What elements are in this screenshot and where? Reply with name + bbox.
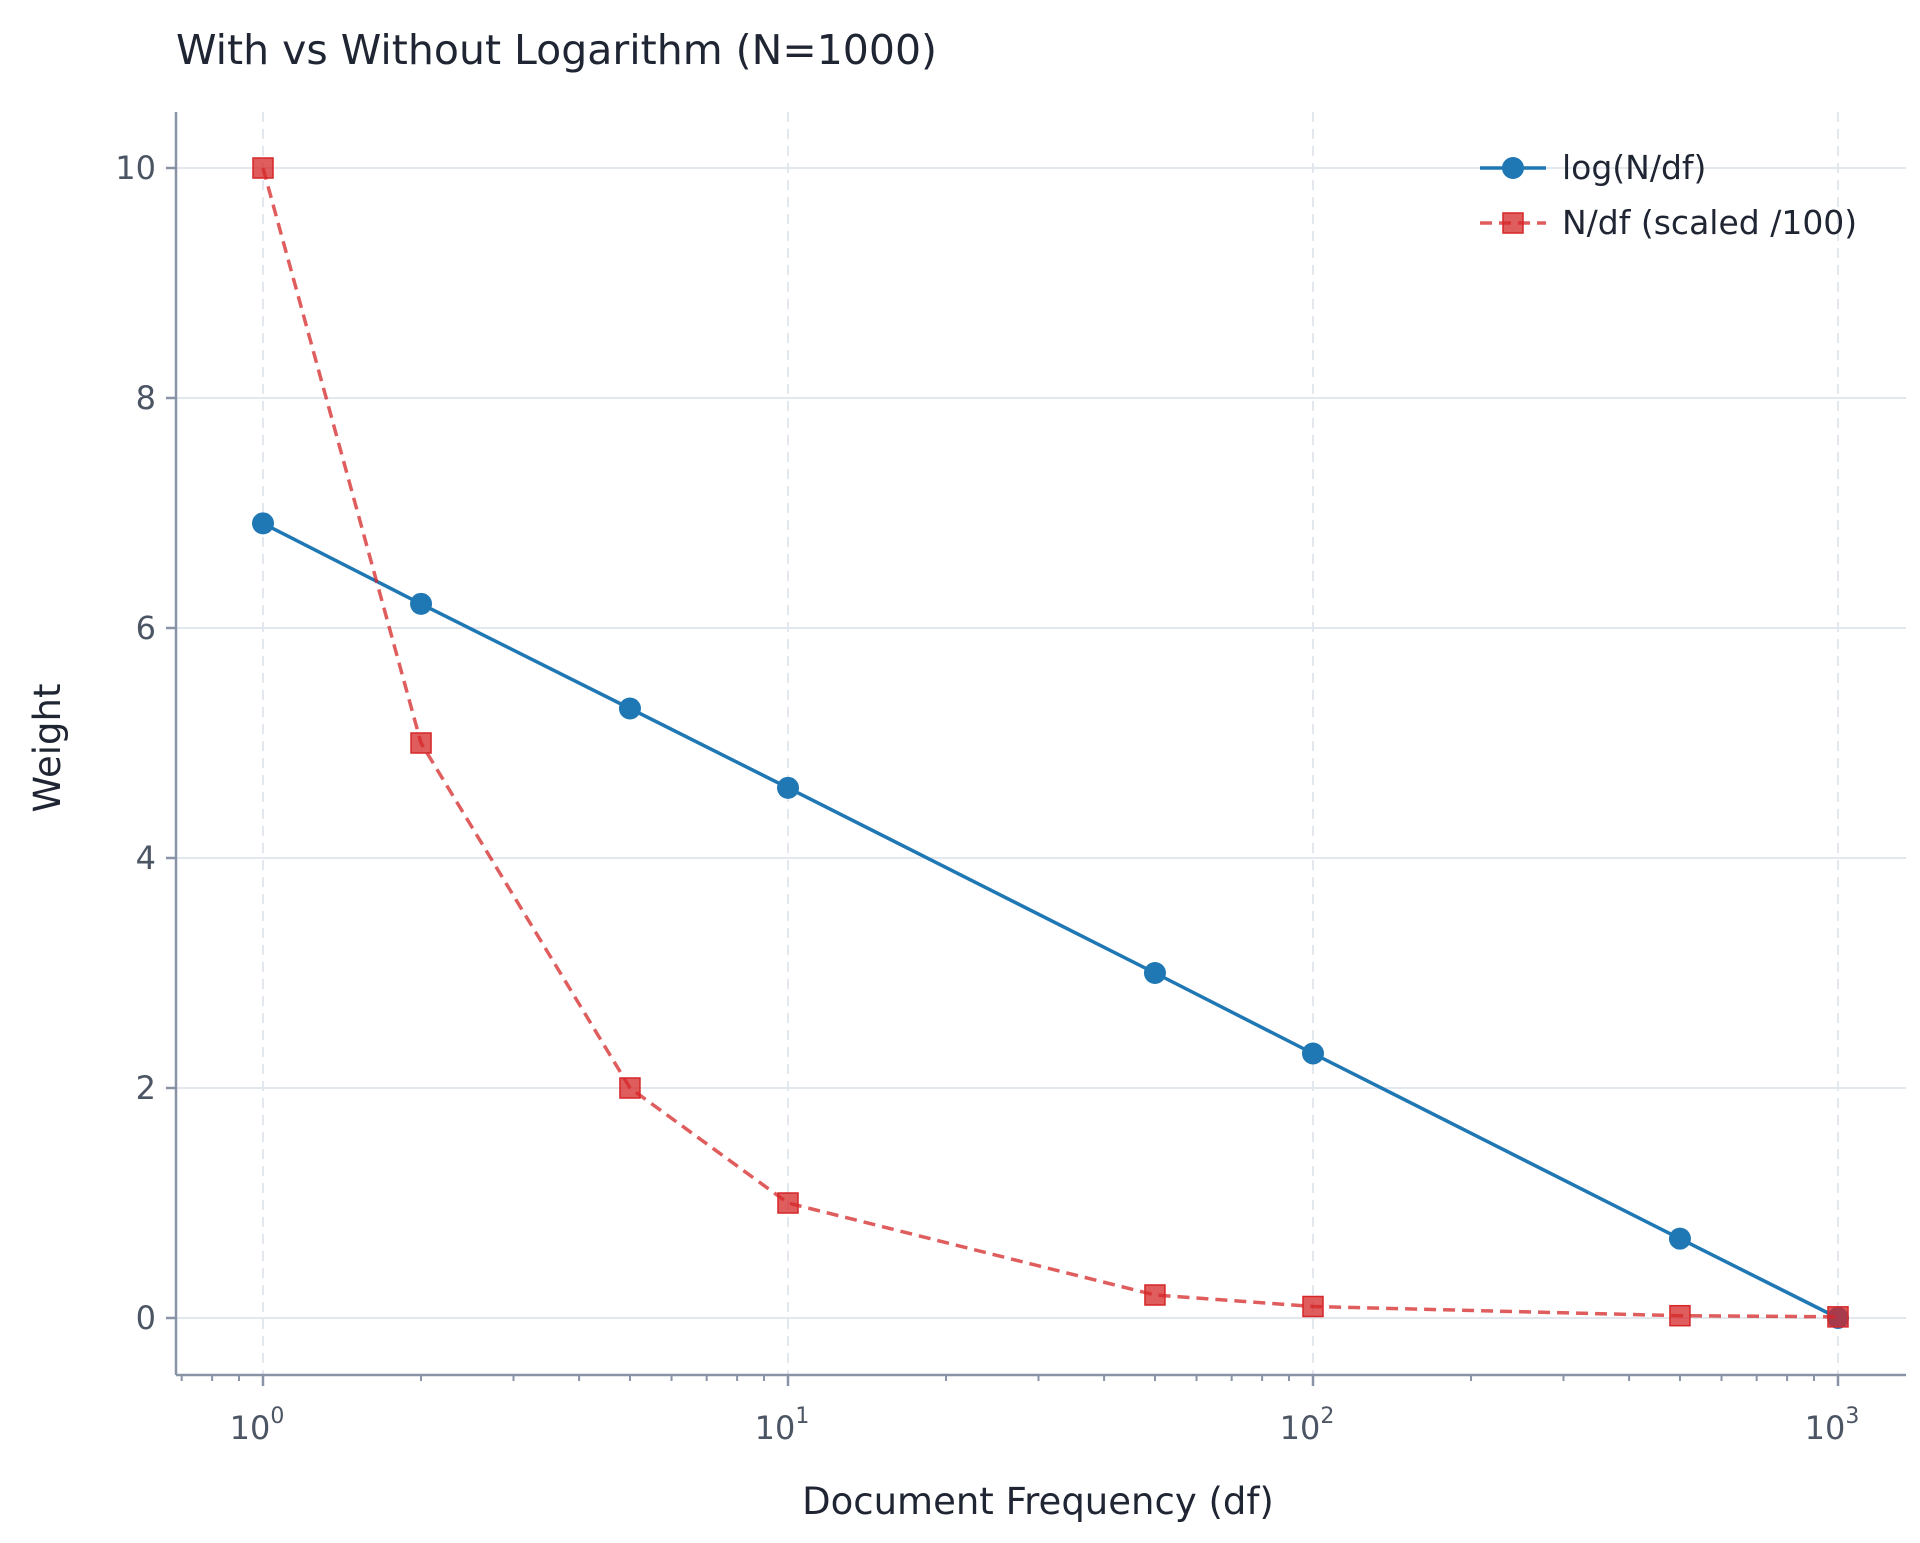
legend-label: log(N/df) [1562, 148, 1706, 187]
axes: 0 2 4 6 8 10 100 101 102 103 [115, 112, 1906, 1447]
data-point [1668, 1227, 1691, 1250]
y-tick-label: 2 [136, 1069, 156, 1107]
y-tick-label: 0 [136, 1299, 156, 1337]
y-tick-label: 4 [136, 839, 156, 877]
data-point [410, 592, 433, 615]
legend: log(N/df) N/df (scaled /100) [1480, 148, 1857, 242]
legend-swatch-marker [1502, 212, 1524, 234]
y-tick-label: 6 [136, 609, 156, 647]
y-tick-label: 10 [115, 149, 156, 187]
data-point [618, 697, 641, 720]
chart-title: With vs Without Logarithm (N=1000) [176, 26, 937, 74]
data-point [619, 1077, 641, 1099]
y-tick-label: 8 [136, 379, 156, 417]
x-tick-label: 103 [1805, 1404, 1860, 1447]
x-tick-label: 101 [755, 1404, 810, 1447]
data-point [1143, 962, 1166, 984]
data-point [1144, 1284, 1166, 1306]
plot-area [252, 157, 1849, 1329]
data-point [1669, 1304, 1691, 1327]
series-line [261, 167, 1839, 1319]
data-point [1827, 1306, 1849, 1328]
legend-swatch-marker [1502, 157, 1524, 179]
data-point [1302, 1295, 1324, 1318]
data-point [777, 1192, 799, 1214]
data-point [410, 732, 432, 754]
data-point [252, 157, 274, 179]
data-point [777, 776, 799, 799]
data-point [252, 512, 274, 535]
grid [176, 112, 1906, 1375]
y-axis-label: Weight [26, 684, 69, 813]
series-line [262, 521, 1839, 1320]
legend-label: N/df (scaled /100) [1562, 203, 1857, 242]
x-axis-label: Document Frequency (df) [802, 1480, 1274, 1523]
x-tick-label: 102 [1280, 1404, 1335, 1447]
data-point [1302, 1042, 1324, 1065]
x-tick-label: 100 [230, 1404, 285, 1447]
